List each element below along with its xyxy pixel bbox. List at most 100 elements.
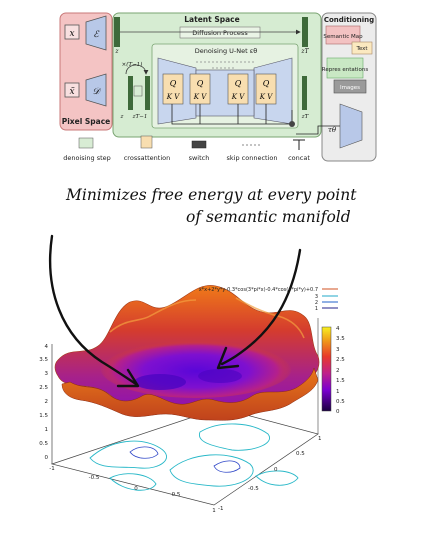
output-x-box xyxy=(64,82,80,98)
switch-node xyxy=(289,121,295,127)
plot-legend-entry: 3 xyxy=(315,294,318,300)
tau-label: τθ xyxy=(328,126,337,134)
latent-z-label: z xyxy=(114,48,119,55)
encoder-label: ℰ xyxy=(93,30,100,40)
legend-switch-label: switch xyxy=(189,154,210,162)
tau-output-route xyxy=(296,125,340,135)
surface-front-rim xyxy=(61,367,319,421)
latent-zT1-bar xyxy=(145,76,150,110)
plot-legend-title: x*x+2*y*y-0.3*cos(3*pi*x)-0.4*cos(4*pi*y… xyxy=(199,287,318,293)
input-x-box xyxy=(64,24,80,40)
conditioning-panel: Conditioning Semantic Map Text Repres en… xyxy=(296,12,377,162)
colorbar-tick: 1.5 xyxy=(336,378,345,384)
latent-z-label-bottom: z xyxy=(120,114,124,120)
annotation-arrow-left-head xyxy=(116,368,140,388)
z-tick: 2 xyxy=(45,399,49,405)
x-tick: -1 xyxy=(49,466,54,472)
colorbar xyxy=(321,326,332,412)
legend-concat-icon xyxy=(293,139,305,150)
qkv-block-4: Q K V xyxy=(255,73,277,105)
colorbar-tick: 2 xyxy=(336,368,340,374)
decoder-label: 𝒟 xyxy=(92,87,101,97)
repeat-label: ×(T−1) xyxy=(122,61,143,68)
legend-crossattention-label: crossattention xyxy=(124,154,171,162)
plot-legend-entry: 2 xyxy=(315,300,318,306)
annotation-arrow-left xyxy=(48,234,138,386)
latent-zT-bar-mid xyxy=(128,76,133,110)
unet-title: Denoising U-Net εθ xyxy=(195,47,258,55)
y-tick: -1 xyxy=(218,506,223,512)
conditioning-title: Conditioning xyxy=(324,16,374,24)
diagram-legend: denoising step crossattention switch ski… xyxy=(63,135,310,162)
caption-line-1: Minimizes free energy at every point xyxy=(65,186,357,204)
x-axis-ticks: -1 -0.5 0 0.5 1 xyxy=(49,466,215,514)
qkv-q-label: Q xyxy=(235,79,242,88)
surface-bowl xyxy=(100,338,292,398)
z-tick: 3.5 xyxy=(39,357,48,363)
legend-concat-label: concat xyxy=(288,154,310,162)
z-tick: 0 xyxy=(45,455,49,461)
z-tick: 1 xyxy=(45,427,49,433)
y-axis-ticks: -1 -0.5 0 0.5 1 xyxy=(218,436,322,512)
z-axis-ticks: 4 3.5 3 2.5 2 1.5 1 0.5 0 xyxy=(39,344,48,461)
qkv-kv-label: K V xyxy=(193,93,207,101)
conditioning-route xyxy=(171,104,293,125)
pixel-space-title: Pixel Space xyxy=(62,117,111,126)
floor-contours xyxy=(89,423,299,491)
diffusion-process-box xyxy=(179,26,261,39)
qkv-kv-label: K V xyxy=(166,93,180,101)
cond-images-label: Images xyxy=(340,85,360,91)
surface-minimum xyxy=(198,369,242,383)
colorbar-tick: 1 xyxy=(336,389,340,395)
x-tick: -0.5 xyxy=(89,475,100,481)
encoder-block xyxy=(85,15,107,51)
legend-denoising-icon xyxy=(78,137,94,149)
latent-zT-label-right: zT xyxy=(301,114,309,120)
colorbar-tick: 3.5 xyxy=(336,336,345,342)
cond-representations xyxy=(326,57,364,79)
plot-legend-entry: 1 xyxy=(315,306,318,312)
cond-semantic-map xyxy=(325,25,361,45)
colorbar-tick: 0.5 xyxy=(336,399,345,405)
qkv-block-3: Q K V xyxy=(227,73,249,105)
z-tick: 3 xyxy=(45,371,49,377)
colorbar-tick: 3 xyxy=(336,347,340,353)
legend-switch-icon xyxy=(191,140,207,149)
latent-z-bar xyxy=(114,17,120,47)
x-tick: 1 xyxy=(212,508,216,514)
colorbar-tick: 2.5 xyxy=(336,357,345,363)
colorbar-ticks: 4 3.5 3 2.5 2 1.5 1 0.5 0 xyxy=(336,326,345,415)
latent-space-panel: Latent Space z zT Diffusion Process Deno… xyxy=(112,12,322,138)
surface-minimum xyxy=(134,374,186,390)
x-tick: 0.5 xyxy=(172,492,181,498)
latent-space-title: Latent Space xyxy=(184,15,239,24)
output-x-label: x̃ xyxy=(69,86,74,97)
surface-plot: x*x+2*y*y-0.3*cos(3*pi*x)-0.4*cos(4*pi*y… xyxy=(39,234,345,514)
denoise-step-icon xyxy=(133,85,143,97)
cond-text-label: Text xyxy=(355,46,368,52)
surface-ridge xyxy=(109,299,197,333)
colorbar-tick: 0 xyxy=(336,409,340,415)
annotation-arrow-right-head xyxy=(216,346,240,370)
qkv-q-label: Q xyxy=(263,79,270,88)
repeat-loop xyxy=(125,64,149,75)
diffusion-process-label: Diffusion Process xyxy=(192,29,248,37)
surface-ridge xyxy=(235,297,305,339)
y-tick: 0 xyxy=(274,467,278,473)
qkv-q-label: Q xyxy=(170,79,177,88)
cond-images xyxy=(333,79,367,94)
legend-crossattention-icon xyxy=(140,135,153,149)
qkv-kv-label: K V xyxy=(231,93,245,101)
z-tick: 0.5 xyxy=(39,441,48,447)
tau-encoder xyxy=(339,103,363,149)
y-tick: 1 xyxy=(318,436,322,442)
qkv-block-1: Q K V xyxy=(162,73,184,105)
qkv-kv-label: K V xyxy=(259,93,273,101)
decoder-block xyxy=(85,73,107,107)
pixel-space-panel: Pixel Space x ℰ x̃ 𝒟 xyxy=(59,12,113,131)
x-tick: 0 xyxy=(134,486,138,492)
input-x-label: x xyxy=(69,29,74,39)
z-tick: 2.5 xyxy=(39,385,48,391)
annotation-arrow-right xyxy=(220,248,302,366)
plot-legend-entries: 3 2 1 xyxy=(315,294,338,312)
